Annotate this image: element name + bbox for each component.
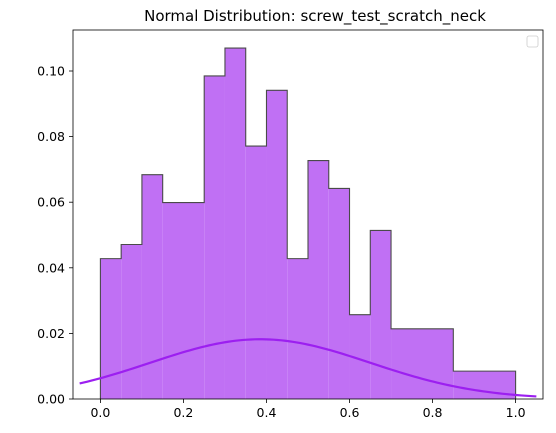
density-curve-layer: [79, 338, 537, 398]
y-tick-label-2: 0.04: [37, 260, 65, 275]
histogram-bar-6: [245, 146, 267, 399]
histogram-bar-9: [308, 160, 329, 399]
x-tick-label-4: 0.8: [423, 405, 443, 420]
histogram-bar-8: [287, 258, 308, 399]
histogram-bar-7: [266, 90, 288, 400]
histogram-bar-13: [391, 328, 454, 399]
y-tick-label-3: 0.06: [37, 195, 65, 210]
normal-curve: [79, 338, 537, 398]
x-tick-label-0: 0.0: [90, 405, 110, 420]
y-tick-label-1: 0.02: [37, 326, 65, 341]
histogram-bar-12: [370, 230, 392, 399]
histogram-bar-11: [349, 314, 371, 399]
histogram-bar-0: [100, 258, 122, 399]
histogram-bar-1: [121, 244, 142, 399]
y-tick-label-5: 0.10: [37, 64, 65, 79]
histogram-bar-10: [328, 188, 350, 399]
histogram-bars: [99, 47, 517, 400]
histogram-bar-3: [162, 202, 205, 399]
histogram-outline: [99, 47, 517, 399]
x-tick-label-3: 0.6: [340, 405, 360, 420]
y-tick-label-4: 0.08: [37, 129, 65, 144]
x-tick-label-2: 0.4: [257, 405, 277, 420]
axes: 0.0 0.2 0.4 0.6 0.8 1.0 0.00 0.02 0.04 0.06 0.08 0.…: [37, 29, 544, 420]
y-tick-label-0: 0.00: [37, 392, 65, 407]
histogram-bar-2: [141, 174, 163, 399]
chart-title: Normal Distribution: screw_test_scratch_…: [144, 7, 486, 26]
histogram-bar-4: [204, 75, 225, 400]
plot-frame: [72, 29, 544, 400]
legend: [526, 35, 539, 48]
x-tick-label-1: 0.2: [173, 405, 193, 420]
x-tick-label-5: 1.0: [506, 405, 526, 420]
histogram-bar-5: [224, 48, 246, 399]
legend-box: [526, 35, 539, 48]
